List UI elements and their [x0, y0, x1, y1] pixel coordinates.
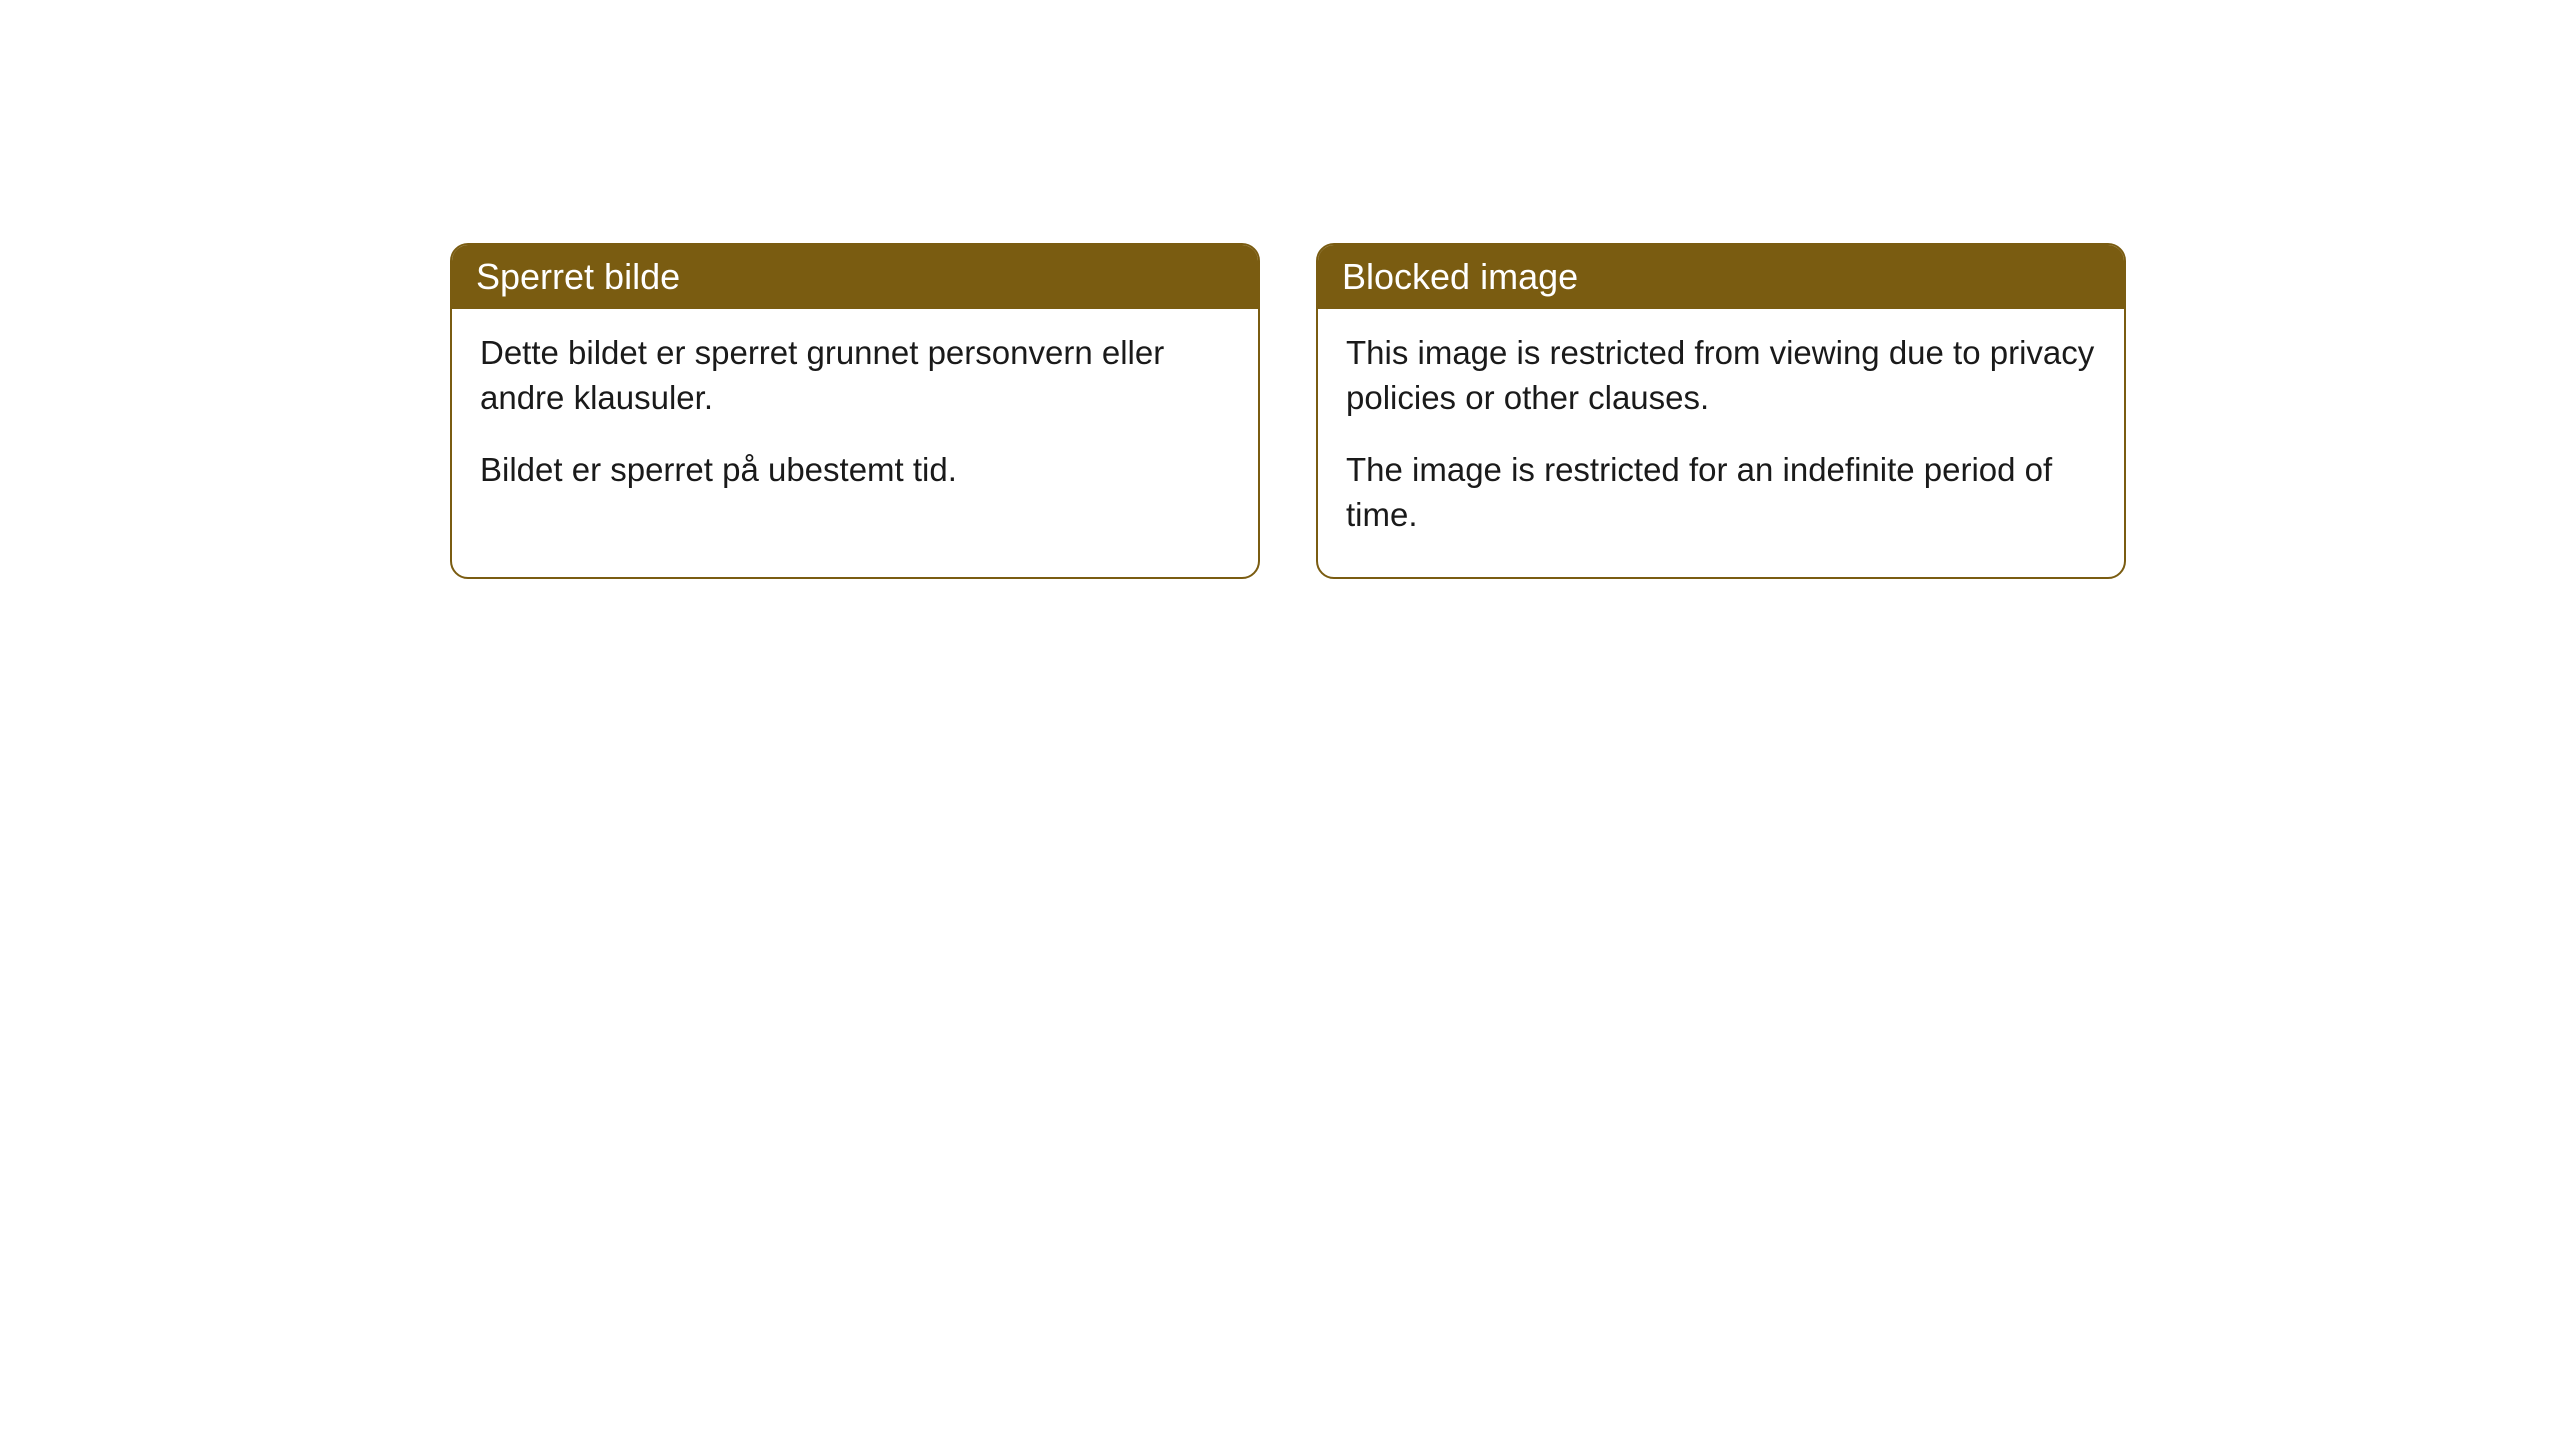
card-body-norwegian: Dette bildet er sperret grunnet personve… — [452, 309, 1258, 533]
card-body-english: This image is restricted from viewing du… — [1318, 309, 2124, 577]
card-paragraph: Dette bildet er sperret grunnet personve… — [480, 331, 1230, 420]
card-norwegian: Sperret bilde Dette bildet er sperret gr… — [450, 243, 1260, 579]
card-header-norwegian: Sperret bilde — [452, 245, 1258, 309]
card-title: Blocked image — [1342, 256, 1578, 297]
card-english: Blocked image This image is restricted f… — [1316, 243, 2126, 579]
card-header-english: Blocked image — [1318, 245, 2124, 309]
card-paragraph: The image is restricted for an indefinit… — [1346, 448, 2096, 537]
card-title: Sperret bilde — [476, 256, 680, 297]
card-paragraph: This image is restricted from viewing du… — [1346, 331, 2096, 420]
card-paragraph: Bildet er sperret på ubestemt tid. — [480, 448, 1230, 493]
cards-container: Sperret bilde Dette bildet er sperret gr… — [450, 243, 2126, 579]
